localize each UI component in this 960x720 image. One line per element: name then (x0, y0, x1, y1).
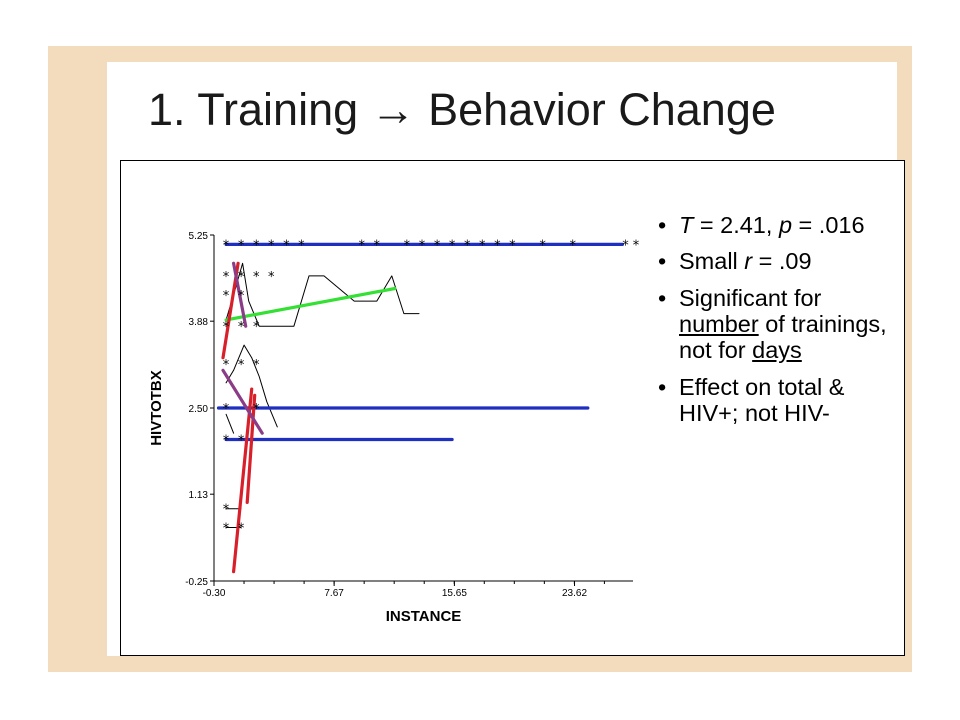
effect-text: Effect on total & HIV+; not HIV- (679, 373, 845, 426)
data-point-marker: * (298, 238, 305, 253)
data-point-marker: * (509, 238, 516, 253)
scatter-line-chart: 5.25 3.88 2.50 1.13 -0.25-0.30 7.67 15.65 23.62… (148, 231, 640, 625)
bullet-effect-size: Small r = .09 (658, 248, 903, 275)
x-tick-label: -0.30 (203, 588, 226, 599)
data-point-marker: * (238, 238, 245, 253)
y-tick-label: 3.88 (189, 317, 209, 328)
green-series-line (224, 286, 397, 322)
data-point-marker: * (268, 238, 275, 253)
data-point-marker: * (569, 238, 576, 253)
data-point-marker: * (223, 433, 230, 448)
data-point-marker: * (253, 238, 260, 253)
data-point-marker: * (223, 270, 230, 285)
data-point-marker: * (464, 238, 471, 253)
x-tick-label: 7.67 (324, 588, 344, 599)
data-point-marker: * (479, 238, 486, 253)
red-series-line (245, 393, 257, 504)
data-point-marker: * (622, 238, 629, 253)
data-point-marker: * (223, 238, 230, 253)
p-symbol: p (778, 212, 793, 238)
data-point-marker: * (238, 320, 245, 335)
data-point-marker: * (253, 402, 260, 417)
t-symbol: T (679, 212, 694, 238)
data-point-marker: * (539, 238, 546, 253)
x-axis-label: INSTANCE (386, 608, 462, 625)
sig-text-2: of trainings, not for (679, 310, 887, 364)
p-value: = .016 (792, 212, 865, 238)
data-point-marker: * (223, 503, 230, 518)
data-point-marker: * (358, 238, 365, 253)
data-point-marker: * (238, 522, 245, 537)
data-point-marker: * (268, 270, 275, 285)
data-point-marker: * (434, 238, 441, 253)
purple-series-line (221, 368, 264, 435)
data-point-marker: * (223, 402, 230, 417)
y-tick-label: -0.25 (185, 577, 208, 588)
data-point-marker: * (238, 433, 245, 448)
underlined-days: days (752, 337, 802, 364)
t-value: = 2.41, (693, 212, 779, 238)
data-point-marker: * (449, 238, 456, 253)
small-label: Small (679, 248, 745, 275)
r-value: = .09 (752, 248, 812, 275)
data-point-marker: * (253, 320, 260, 335)
data-point-marker: * (494, 238, 501, 253)
x-tick-label: 15.65 (442, 588, 467, 599)
data-point-marker: * (253, 358, 260, 373)
bullet-t-stat: T = 2.41, p = .016 (658, 212, 903, 239)
data-point-marker: * (223, 522, 230, 537)
data-point-marker: * (223, 289, 230, 304)
red-series-line (231, 387, 254, 574)
data-point-marker: * (238, 358, 245, 373)
data-point-marker: * (374, 238, 381, 253)
data-point-marker: * (283, 238, 290, 253)
y-tick-label: 5.25 (189, 231, 209, 242)
y-axis-label: HIVTOTBX (148, 370, 165, 446)
black-series-line (225, 413, 235, 434)
y-tick-label: 1.13 (189, 490, 209, 501)
data-point-marker: * (223, 358, 230, 373)
black-series-line (225, 344, 278, 428)
r-symbol: r (744, 248, 753, 275)
data-point-marker: * (238, 270, 245, 285)
underlined-number: number (679, 310, 759, 337)
bullet-list: T = 2.41, p = .016 Small r = .09 Signifi… (658, 212, 903, 436)
bullet-significance: Significant for number of trainings, not… (658, 285, 903, 364)
x-tick-label: 23.62 (562, 588, 587, 599)
purple-series-line (231, 261, 248, 328)
data-point-marker: * (253, 270, 260, 285)
data-point-marker: * (238, 289, 245, 304)
y-tick-label: 2.50 (189, 404, 209, 415)
data-point-marker: * (404, 238, 411, 253)
data-point-marker: * (633, 238, 640, 253)
bullet-effect: Effect on total & HIV+; not HIV- (658, 374, 903, 427)
sig-text-1: Significant for (679, 284, 822, 311)
data-point-marker: * (223, 320, 230, 335)
slide-title: 1. Training → Behavior Change (148, 84, 776, 135)
data-point-marker: * (419, 238, 426, 253)
black-series-line (225, 262, 420, 327)
